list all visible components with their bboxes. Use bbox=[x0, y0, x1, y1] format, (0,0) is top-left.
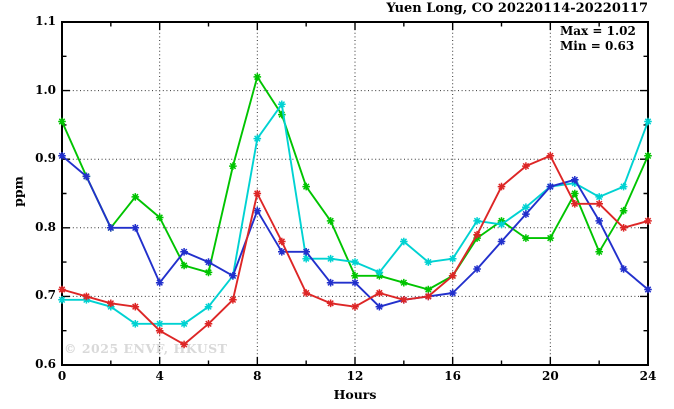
max-min-annotation: Max = 1.02 Min = 0.63 bbox=[560, 24, 636, 54]
dotted-gridlines bbox=[62, 22, 648, 365]
y-axis-title: ppm bbox=[10, 176, 26, 207]
x-tick-label-20: 20 bbox=[541, 369, 559, 383]
x-tick-label-12: 12 bbox=[346, 369, 364, 383]
plot-frame bbox=[61, 21, 649, 366]
y-tick-label-0.7: 0.7 bbox=[35, 288, 56, 303]
y-tick-label-1.0: 1.0 bbox=[35, 82, 56, 97]
x-tick-label-8: 8 bbox=[253, 369, 262, 383]
y-tick-label-0.6: 0.6 bbox=[35, 357, 56, 371]
chart-title: Yuen Long, CO 20220114-20220117 bbox=[386, 1, 648, 16]
x-tick-label-4: 4 bbox=[155, 369, 164, 383]
min-value-label: Min = 0.63 bbox=[560, 39, 635, 53]
series-red-markers bbox=[58, 152, 652, 349]
y-tick-label-0.9: 0.9 bbox=[35, 151, 56, 166]
y-tick-label-1.1: 1.1 bbox=[35, 14, 56, 28]
x-tick-label-0: 0 bbox=[57, 369, 67, 383]
max-value-label: Max = 1.02 bbox=[560, 24, 636, 38]
x-axis-title: Hours bbox=[333, 387, 377, 402]
axis-ticks bbox=[61, 21, 649, 366]
series-blue-markers bbox=[58, 152, 652, 311]
x-tick-label-16: 16 bbox=[444, 369, 461, 383]
y-tick-label-0.8: 0.8 bbox=[35, 219, 56, 234]
x-tick-label-24: 24 bbox=[639, 369, 657, 383]
